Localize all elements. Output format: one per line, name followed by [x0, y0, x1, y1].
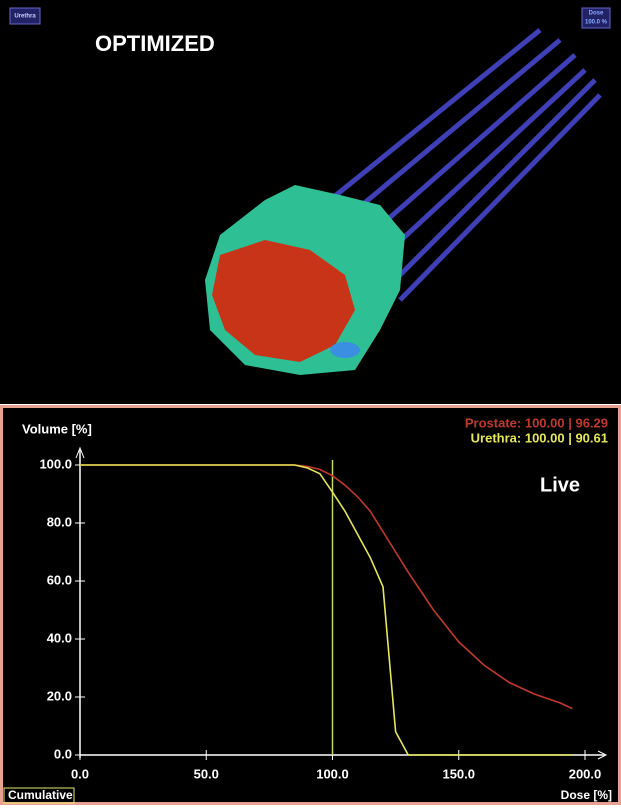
x-tick-label: 200.0 — [569, 766, 602, 781]
x-tick-label: 0.0 — [71, 766, 89, 781]
x-tick-label: 50.0 — [194, 766, 219, 781]
axis-arrows — [75, 446, 608, 760]
chart-panel — [0, 405, 621, 805]
legend-entry: Prostate: 100.00 | 96.29 — [465, 415, 608, 430]
y-tick-label: 0.0 — [54, 746, 72, 761]
target-volume — [212, 240, 355, 362]
corner-label: Dose — [589, 11, 604, 17]
catheters — [328, 28, 602, 302]
y-tick-label: 80.0 — [47, 514, 72, 529]
dvh-curve — [80, 464, 573, 710]
corner-label: Urethra — [14, 14, 36, 20]
dvh-curve — [80, 464, 573, 756]
corner-box — [581, 7, 611, 29]
y-tick-label: 20.0 — [47, 688, 72, 703]
y-tick-label: 60.0 — [47, 572, 72, 587]
y-tick-label: 100.0 — [39, 456, 72, 471]
mode-box — [3, 787, 75, 804]
y-tick-label: 40.0 — [47, 630, 72, 645]
corner-box — [9, 7, 41, 25]
render-title: OPTIMIZED — [95, 31, 215, 56]
mode-label: Cumulative — [8, 788, 73, 802]
legend-entry: Urethra: 100.00 | 90.61 — [471, 430, 608, 445]
x-axis-label: Dose [%] — [561, 788, 612, 802]
corner-value: 100.0 % — [585, 20, 608, 26]
chart-title: Live — [540, 474, 580, 496]
x-tick-label: 150.0 — [442, 766, 475, 781]
urethra-volume — [330, 342, 360, 358]
x-tick-label: 100.0 — [316, 766, 349, 781]
y-axis-label: Volume [%] — [22, 421, 92, 436]
